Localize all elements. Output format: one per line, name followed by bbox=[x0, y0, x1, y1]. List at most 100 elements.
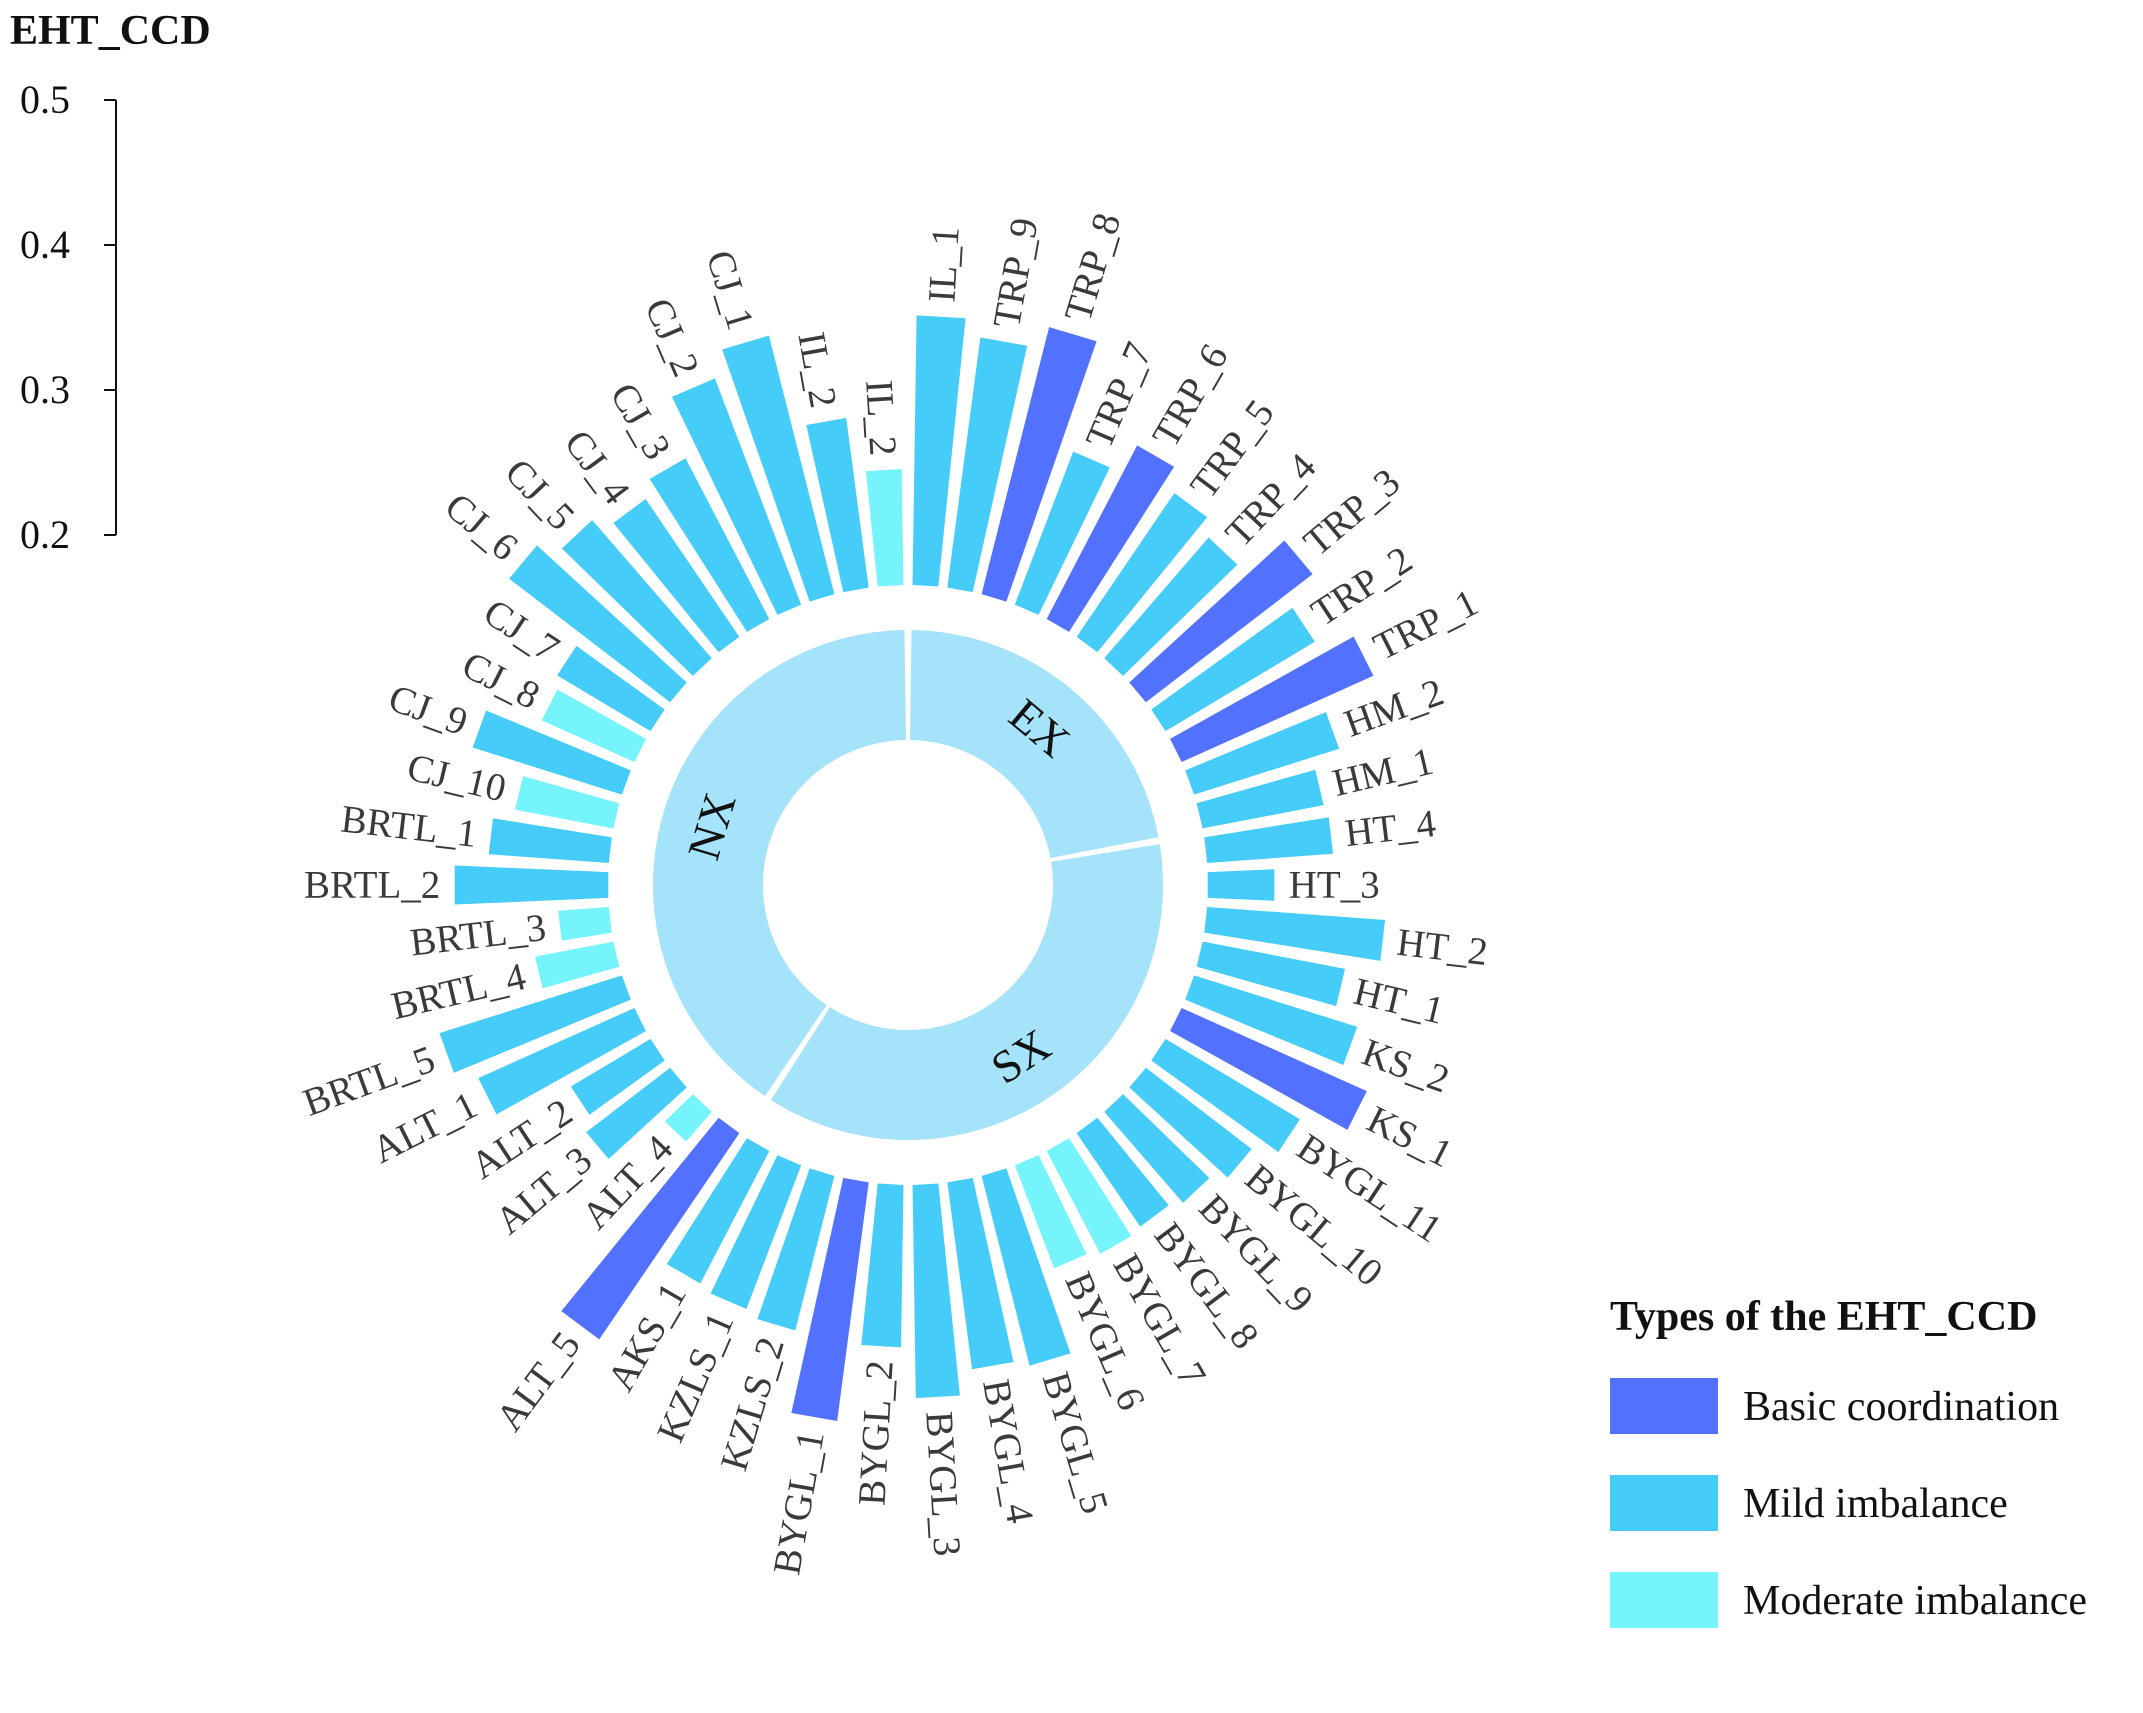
category-label: IL_1 bbox=[920, 225, 967, 303]
y-tick-label: 0.5 bbox=[20, 77, 70, 122]
bar-trp-7 bbox=[1014, 451, 1110, 615]
bar-brtl-4 bbox=[535, 941, 620, 989]
bar-cj-7 bbox=[557, 645, 665, 732]
bar-trp-3 bbox=[1129, 540, 1313, 703]
bar-alt-1 bbox=[478, 1007, 646, 1115]
bar-trp-1 bbox=[1170, 636, 1374, 763]
category-label: HM_1 bbox=[1328, 740, 1437, 805]
region-segment-ex bbox=[910, 630, 1159, 858]
legend-swatch-basic-coordination bbox=[1610, 1378, 1718, 1434]
category-label: CJ_9 bbox=[383, 676, 473, 744]
bar-brtl-5 bbox=[439, 975, 631, 1073]
category-label: IL_2 bbox=[789, 329, 845, 411]
category-label: HT_4 bbox=[1343, 802, 1438, 855]
y-axis: EHT_CCD 0.2 0.3 0.4 0.5 bbox=[10, 8, 211, 557]
bar-bygl-10 bbox=[1129, 1067, 1252, 1178]
legend-swatch-moderate-imbalance bbox=[1610, 1572, 1718, 1628]
bar-cj-6 bbox=[509, 545, 687, 703]
y-axis-title: EHT_CCD bbox=[10, 8, 211, 54]
bar-hm-1 bbox=[1196, 769, 1324, 829]
bar-bygl-6 bbox=[1014, 1155, 1087, 1269]
category-label: HT_3 bbox=[1289, 863, 1380, 906]
region-segment-sx bbox=[770, 844, 1164, 1140]
bar-alt-3 bbox=[586, 1067, 687, 1160]
bar-brtl-3 bbox=[558, 906, 612, 941]
category-label: TRP_8 bbox=[1056, 208, 1129, 326]
bar-cj-9 bbox=[472, 710, 631, 795]
bar-ht-1 bbox=[1196, 941, 1346, 1007]
category-label: CJ_1 bbox=[698, 246, 762, 335]
bar-cj-4 bbox=[613, 498, 740, 653]
category-label: CJ_6 bbox=[437, 485, 526, 569]
category-label: CJ_10 bbox=[403, 746, 510, 811]
bar-cj-3 bbox=[649, 458, 770, 632]
bar-ht-3 bbox=[1207, 869, 1275, 901]
category-label: BRTL_3 bbox=[408, 906, 548, 965]
bar-bygl-4 bbox=[947, 1177, 1014, 1370]
category-label: CJ_2 bbox=[636, 292, 707, 383]
category-label: HT_1 bbox=[1350, 970, 1448, 1033]
bar-trp-5 bbox=[1076, 492, 1208, 653]
legend-label: Mild imbalance bbox=[1743, 1481, 2008, 1527]
bar-bygl-9 bbox=[1104, 1094, 1210, 1203]
bar-bygl-3 bbox=[912, 1183, 960, 1399]
y-tick-label: 0.3 bbox=[20, 367, 70, 412]
legend-label: Moderate imbalance bbox=[1743, 1578, 2087, 1624]
bar-trp-2 bbox=[1151, 607, 1315, 732]
bar-il-2 bbox=[865, 469, 904, 587]
region-segment-nx bbox=[653, 630, 906, 1097]
category-label: TRP_9 bbox=[985, 215, 1047, 331]
category-label: BYGL_4 bbox=[974, 1376, 1042, 1526]
bar-alt-2 bbox=[570, 1038, 665, 1115]
y-ticks: 0.2 0.3 0.4 0.5 bbox=[20, 77, 116, 557]
bar-cj-10 bbox=[515, 776, 620, 829]
category-label: BRTL_2 bbox=[304, 864, 440, 907]
y-tick-label: 0.4 bbox=[20, 222, 70, 267]
bar-alt-5 bbox=[561, 1117, 740, 1340]
bar-trp-6 bbox=[1046, 445, 1175, 632]
bar-kzls-1 bbox=[710, 1155, 802, 1309]
bar-il-2 bbox=[806, 417, 869, 593]
legend: Types of the EHT_CCD Basic coordination M… bbox=[1610, 1294, 2087, 1628]
category-label: BYGL_3 bbox=[917, 1410, 968, 1557]
bar-hm-2 bbox=[1185, 712, 1340, 795]
bar-kzls-2 bbox=[757, 1168, 835, 1331]
bar-cj-5 bbox=[561, 519, 712, 676]
bar-bygl-7 bbox=[1046, 1138, 1132, 1254]
bar-cj-1 bbox=[722, 335, 835, 602]
bar-ks-2 bbox=[1185, 975, 1358, 1066]
bar-trp-9 bbox=[947, 337, 1028, 593]
category-label: KS_2 bbox=[1357, 1031, 1455, 1102]
bars bbox=[439, 315, 1386, 1422]
category-label: HT_2 bbox=[1395, 921, 1490, 974]
bar-cj-8 bbox=[541, 689, 646, 763]
bar-bygl-8 bbox=[1076, 1117, 1169, 1227]
bar-bygl-11 bbox=[1151, 1038, 1300, 1153]
legend-title: Types of the EHT_CCD bbox=[1610, 1294, 2037, 1340]
bar-brtl-2 bbox=[454, 865, 609, 905]
category-label: ALT_5 bbox=[488, 1324, 589, 1439]
bar-ht-2 bbox=[1204, 906, 1386, 961]
bar-bygl-1 bbox=[791, 1177, 869, 1422]
bar-ks-1 bbox=[1170, 1007, 1367, 1130]
bar-bygl-5 bbox=[981, 1168, 1071, 1366]
category-label: BYGL_1 bbox=[765, 1428, 833, 1578]
legend-swatch-mild-imbalance bbox=[1610, 1475, 1718, 1531]
bar-trp-8 bbox=[981, 327, 1097, 602]
legend-items: Basic coordination Mild imbalance Moderate… bbox=[1610, 1378, 2087, 1628]
bar-trp-4 bbox=[1104, 537, 1238, 676]
category-label: IL_2 bbox=[857, 379, 904, 457]
legend-label: Basic coordination bbox=[1743, 1384, 2059, 1430]
bar-aks-1 bbox=[666, 1138, 770, 1284]
bar-ht-4 bbox=[1204, 817, 1334, 864]
bar-cj-2 bbox=[672, 378, 802, 615]
bar-brtl-1 bbox=[488, 818, 612, 864]
category-label: BYGL_2 bbox=[850, 1359, 901, 1506]
category-label: KS_1 bbox=[1360, 1098, 1459, 1176]
bar-il-1 bbox=[912, 315, 966, 587]
bar-alt-4 bbox=[664, 1094, 712, 1142]
category-label: BRTL_1 bbox=[339, 797, 479, 856]
bar-bygl-2 bbox=[861, 1183, 904, 1348]
